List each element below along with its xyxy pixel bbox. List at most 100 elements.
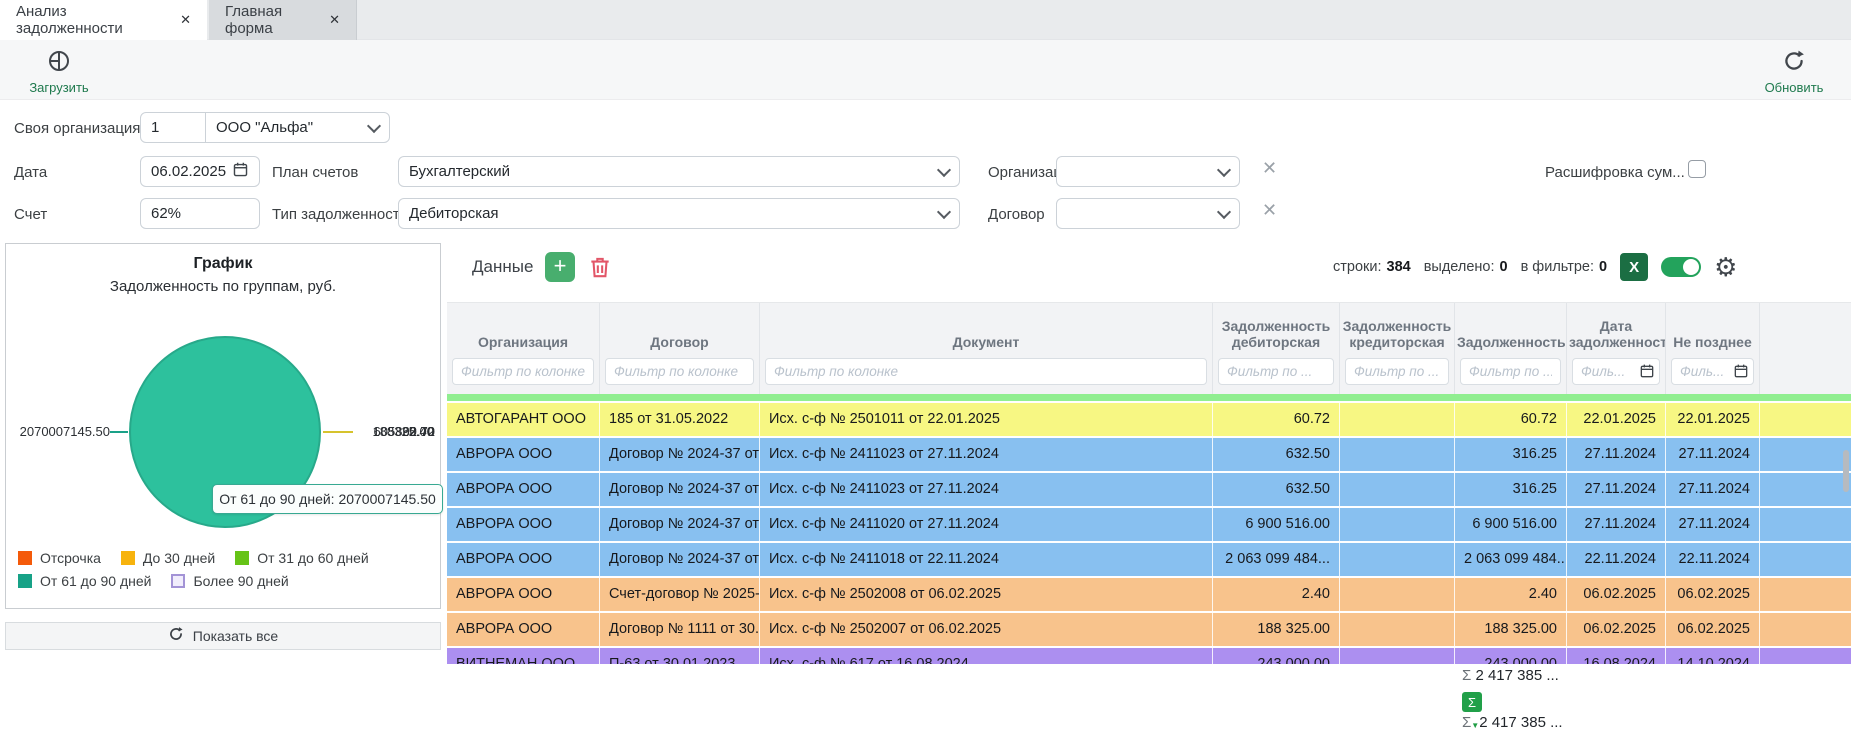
tab-main-form[interactable]: Главная форма ✕ xyxy=(209,0,357,40)
contract-select[interactable] xyxy=(1056,198,1240,229)
cell-debit-debt[interactable]: 188 325.00 xyxy=(1213,613,1340,646)
cell-contract[interactable]: Договор № 2024-37 от 2... xyxy=(600,508,760,541)
cell-debt-date[interactable]: 06.02.2025 xyxy=(1567,613,1666,646)
cell-debt[interactable]: 6 900 516.00 xyxy=(1455,508,1567,541)
column-filter-input[interactable] xyxy=(1460,358,1561,385)
table-row[interactable]: АВРОРА ОООСчет-договор № 2025-1 ...Исх. … xyxy=(447,578,1851,613)
sigma-badge-button[interactable]: Σ xyxy=(1462,692,1482,712)
cell-debt[interactable]: 243 000.00 xyxy=(1455,648,1567,664)
account-input[interactable]: 62% xyxy=(140,198,260,229)
cell-organization[interactable]: ВИТНЕМАН ООО xyxy=(447,648,600,664)
cell-credit-debt[interactable] xyxy=(1340,648,1455,664)
cell-contract[interactable]: Договор № 2024-37 от 2... xyxy=(600,473,760,506)
cell-debit-debt[interactable]: 6 900 516.00 xyxy=(1213,508,1340,541)
cell-due-date[interactable]: 14.10.2024 xyxy=(1666,648,1760,664)
cell-due-date[interactable]: 27.11.2024 xyxy=(1666,508,1760,541)
cell-credit-debt[interactable] xyxy=(1340,508,1455,541)
table-row[interactable]: АВТОГАРАНТ ООО185 от 31.05.2022Исх. с-ф … xyxy=(447,403,1851,438)
column-filter-input[interactable] xyxy=(1671,358,1754,385)
column-header-8[interactable]: Не позднее xyxy=(1666,303,1760,394)
cell-debt-date[interactable]: 06.02.2025 xyxy=(1567,578,1666,611)
table-row[interactable]: АВРОРА ОООДоговор № 1111 от 30.1...Исх. … xyxy=(447,613,1851,648)
cell-debt-date[interactable]: 22.01.2025 xyxy=(1567,403,1666,436)
delete-row-button[interactable] xyxy=(587,254,613,280)
gear-icon[interactable]: ⚙ xyxy=(1714,254,1737,280)
cell-contract[interactable]: Договор № 1111 от 30.1... xyxy=(600,613,760,646)
cell-credit-debt[interactable] xyxy=(1340,578,1455,611)
cell-organization[interactable]: АВРОРА ООО xyxy=(447,473,600,506)
own-org-code-input[interactable]: 1 xyxy=(140,112,206,143)
cell-debt-date[interactable]: 27.11.2024 xyxy=(1567,508,1666,541)
cell-credit-debt[interactable] xyxy=(1340,543,1455,576)
cell-organization[interactable]: АВРОРА ООО xyxy=(447,508,600,541)
cell-debt-date[interactable]: 27.11.2024 xyxy=(1567,473,1666,506)
cell-debit-debt[interactable]: 243 000.00 xyxy=(1213,648,1340,664)
legend-item[interactable]: Отсрочка xyxy=(18,550,101,566)
show-all-button[interactable]: Показать все xyxy=(5,622,441,650)
cell-due-date[interactable]: 06.02.2025 xyxy=(1666,613,1760,646)
column-header-6[interactable]: Задолженность xyxy=(1455,303,1567,394)
cell-contract[interactable]: 185 от 31.05.2022 xyxy=(600,403,760,436)
export-excel-button[interactable]: X xyxy=(1620,253,1648,281)
column-header-2[interactable]: Договор xyxy=(600,303,760,394)
column-filter-input[interactable] xyxy=(1572,358,1660,385)
column-header-1[interactable]: Организация xyxy=(447,303,600,394)
cell-credit-debt[interactable] xyxy=(1340,438,1455,471)
cell-credit-debt[interactable] xyxy=(1340,403,1455,436)
cell-document[interactable]: Исх. с-ф № 2411018 от 22.11.2024 xyxy=(760,543,1213,576)
legend-item[interactable]: От 61 до 90 дней xyxy=(18,573,151,589)
own-org-select[interactable]: ООО "Альфа" xyxy=(205,112,390,143)
cell-organization[interactable]: АВРОРА ООО xyxy=(447,578,600,611)
cell-document[interactable]: Исх. с-ф № 2502008 от 06.02.2025 xyxy=(760,578,1213,611)
clear-contract-icon[interactable]: ✕ xyxy=(1262,200,1277,221)
cell-debit-debt[interactable]: 632.50 xyxy=(1213,473,1340,506)
cell-contract[interactable]: Договор № 2024-37 от 2... xyxy=(600,438,760,471)
cell-document[interactable]: Исх. с-ф № 2502007 от 06.02.2025 xyxy=(760,613,1213,646)
table-row[interactable]: АВРОРА ОООДоговор № 2024-37 от 2...Исх. … xyxy=(447,438,1851,473)
refresh-button[interactable]: Обновить xyxy=(1754,49,1834,95)
cell-debt[interactable]: 2 063 099 484... xyxy=(1455,543,1567,576)
cell-debt-date[interactable]: 22.11.2024 xyxy=(1567,543,1666,576)
column-filter-input[interactable] xyxy=(1345,358,1449,385)
cell-organization[interactable]: АВРОРА ООО xyxy=(447,613,600,646)
cell-debt[interactable]: 188 325.00 xyxy=(1455,613,1567,646)
debt-type-select[interactable]: Дебиторская xyxy=(398,198,960,229)
close-icon[interactable]: ✕ xyxy=(180,12,191,28)
cell-organization[interactable]: АВТОГАРАНТ ООО xyxy=(447,403,600,436)
column-header-5[interactable]: Задолженность кредиторская xyxy=(1340,303,1455,394)
column-filter-input[interactable] xyxy=(1218,358,1334,385)
organization-select[interactable] xyxy=(1056,156,1240,187)
cell-contract[interactable]: П-63 от 30.01.2023 xyxy=(600,648,760,664)
column-header-4[interactable]: Задолженность дебиторская xyxy=(1213,303,1340,394)
cell-document[interactable]: Исх. с-ф № 2501011 от 22.01.2025 xyxy=(760,403,1213,436)
close-icon[interactable]: ✕ xyxy=(329,12,340,28)
cell-debit-debt[interactable]: 2 063 099 484... xyxy=(1213,543,1340,576)
cell-debt[interactable]: 316.25 xyxy=(1455,438,1567,471)
cell-credit-debt[interactable] xyxy=(1340,613,1455,646)
cell-debt[interactable]: 316.25 xyxy=(1455,473,1567,506)
cell-organization[interactable]: АВРОРА ООО xyxy=(447,543,600,576)
add-row-button[interactable]: + xyxy=(545,252,575,282)
cell-due-date[interactable]: 22.01.2025 xyxy=(1666,403,1760,436)
table-row[interactable]: АВРОРА ОООДоговор № 2024-37 от 2...Исх. … xyxy=(447,508,1851,543)
cell-debt[interactable]: 2.40 xyxy=(1455,578,1567,611)
cell-debit-debt[interactable]: 632.50 xyxy=(1213,438,1340,471)
cell-document[interactable]: Исх. с-ф № 2411023 от 27.11.2024 xyxy=(760,438,1213,471)
cell-due-date[interactable]: 22.11.2024 xyxy=(1666,543,1760,576)
legend-item[interactable]: От 31 до 60 дней xyxy=(235,550,368,566)
column-filter-input[interactable] xyxy=(452,358,594,385)
legend-item[interactable]: Более 90 дней xyxy=(171,573,288,589)
cell-debt[interactable]: 60.72 xyxy=(1455,403,1567,436)
clear-organization-icon[interactable]: ✕ xyxy=(1262,158,1277,179)
table-row[interactable]: АВРОРА ОООДоговор № 2024-37 от 2...Исх. … xyxy=(447,473,1851,508)
cell-document[interactable]: Исх. с-ф № 2411023 от 27.11.2024 xyxy=(760,473,1213,506)
table-row[interactable]: АВРОРА ОООДоговор № 2024-37 от 2...Исх. … xyxy=(447,543,1851,578)
column-filter-input[interactable] xyxy=(765,358,1207,385)
column-filter-input[interactable] xyxy=(605,358,754,385)
legend-item[interactable]: До 30 дней xyxy=(121,550,215,566)
vertical-scrollbar[interactable] xyxy=(1843,450,1849,492)
cell-debit-debt[interactable]: 2.40 xyxy=(1213,578,1340,611)
column-header-7[interactable]: Дата задолженност xyxy=(1567,303,1666,394)
cell-credit-debt[interactable] xyxy=(1340,473,1455,506)
tab-debt-analysis[interactable]: Анализ задолженности ✕ xyxy=(0,0,207,40)
